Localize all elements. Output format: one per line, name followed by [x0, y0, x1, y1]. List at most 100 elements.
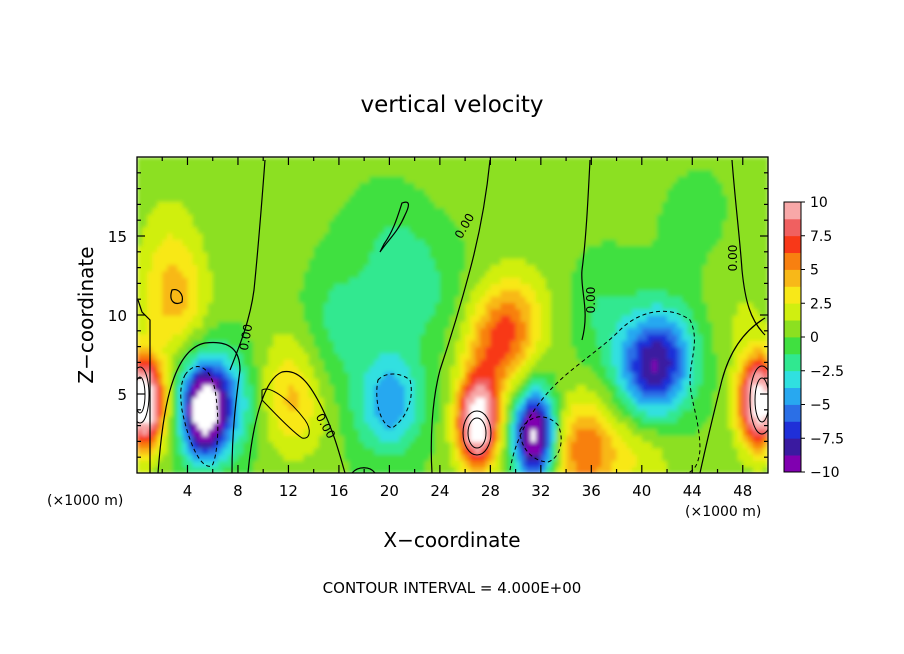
heatmap-cell — [495, 213, 502, 221]
heatmap-cell — [419, 201, 426, 209]
heatmap-cell — [455, 378, 461, 386]
heatmap-cell — [439, 454, 446, 461]
heatmap-cell — [636, 321, 643, 329]
heatmap-cell — [142, 435, 148, 442]
heatmap-cell — [555, 346, 562, 354]
heatmap-cell — [177, 403, 184, 411]
heatmap-cell — [212, 213, 219, 221]
heatmap-cell — [566, 283, 572, 291]
heatmap-cell — [157, 384, 163, 392]
heatmap-cell — [379, 466, 385, 473]
heatmap-cell — [394, 315, 401, 322]
heatmap-cell — [394, 277, 401, 284]
heatmap-cell — [404, 239, 411, 247]
heatmap-cell — [439, 163, 446, 171]
heatmap-cell — [419, 460, 426, 468]
heatmap-cell — [601, 384, 608, 392]
heatmap-cell — [273, 182, 279, 190]
heatmap-cell — [550, 315, 557, 322]
heatmap-cell — [273, 352, 279, 360]
heatmap-cell — [485, 163, 491, 171]
heatmap-cell — [475, 403, 481, 411]
heatmap-cell — [561, 283, 567, 291]
heatmap-cell — [591, 365, 597, 373]
heatmap-cell — [465, 454, 471, 461]
heatmap-cell — [444, 365, 451, 373]
heatmap-cell — [293, 346, 300, 354]
heatmap-cell — [354, 378, 360, 386]
heatmap-cell — [384, 207, 390, 215]
heatmap-cell — [455, 365, 461, 373]
heatmap-cell — [429, 441, 436, 449]
heatmap-cell — [470, 409, 476, 417]
heatmap-cell — [338, 403, 345, 411]
heatmap-cell — [606, 175, 613, 183]
heatmap-cell — [192, 422, 199, 430]
heatmap-cell — [500, 352, 507, 360]
heatmap-cell — [525, 422, 532, 430]
heatmap-cell — [419, 182, 426, 190]
heatmap-cell — [237, 359, 244, 367]
heatmap-cell — [490, 169, 497, 177]
heatmap-cell — [505, 384, 512, 392]
heatmap-cell — [419, 207, 426, 215]
heatmap-cell — [571, 157, 577, 164]
heatmap-cell — [520, 245, 527, 253]
heatmap-cell — [525, 188, 532, 196]
heatmap-cell — [212, 289, 219, 297]
heatmap-cell — [525, 264, 532, 272]
heatmap-cell — [636, 378, 643, 386]
heatmap-cell — [571, 409, 577, 417]
heatmap-cell — [182, 447, 189, 455]
heatmap-cell — [555, 194, 562, 202]
heatmap-cell — [207, 277, 214, 284]
heatmap-cell — [167, 277, 173, 284]
heatmap-cell — [449, 169, 456, 177]
heatmap-cell — [349, 207, 355, 215]
heatmap-cell — [253, 321, 259, 329]
heatmap-cell — [202, 220, 209, 228]
heatmap-cell — [152, 378, 158, 386]
heatmap-cell — [343, 258, 350, 266]
heatmap-cell — [374, 441, 380, 449]
heatmap-cell — [369, 308, 375, 316]
heatmap-cell — [374, 454, 380, 461]
heatmap-cell — [328, 454, 335, 461]
heatmap-cell — [434, 454, 441, 461]
heatmap-cell — [323, 346, 330, 354]
heatmap-cell — [535, 409, 542, 417]
heatmap-cell — [434, 201, 441, 209]
heatmap-cell — [571, 321, 577, 329]
heatmap-cell — [394, 308, 401, 316]
heatmap-cell — [505, 321, 512, 329]
heatmap-cell — [576, 441, 582, 449]
heatmap-cell — [460, 232, 466, 240]
heatmap-cell — [510, 441, 517, 449]
heatmap-cell — [465, 460, 471, 468]
heatmap-cell — [631, 289, 638, 297]
heatmap-cell — [460, 340, 466, 348]
heatmap-cell — [172, 321, 178, 329]
heatmap-cell — [480, 302, 486, 310]
heatmap-cell — [207, 302, 214, 310]
heatmap-cell — [232, 447, 239, 455]
heatmap-cell — [616, 454, 623, 461]
heatmap-cell — [439, 409, 446, 417]
heatmap-cell — [202, 283, 209, 291]
heatmap-cell — [167, 422, 173, 430]
heatmap-cell — [626, 175, 633, 183]
heatmap-cell — [207, 435, 214, 442]
heatmap-cell — [313, 201, 320, 209]
heatmap-cell — [616, 289, 623, 297]
heatmap-cell — [323, 466, 330, 473]
heatmap-cell — [510, 258, 517, 266]
heatmap-cell — [414, 220, 421, 228]
heatmap-cell — [172, 302, 178, 310]
heatmap-cell — [439, 277, 446, 284]
heatmap-cell — [369, 175, 375, 183]
heatmap-cell — [318, 277, 325, 284]
heatmap-cell — [263, 296, 269, 303]
heatmap-cell — [192, 245, 199, 253]
heatmap-cell — [313, 220, 320, 228]
heatmap-cell — [591, 409, 597, 417]
